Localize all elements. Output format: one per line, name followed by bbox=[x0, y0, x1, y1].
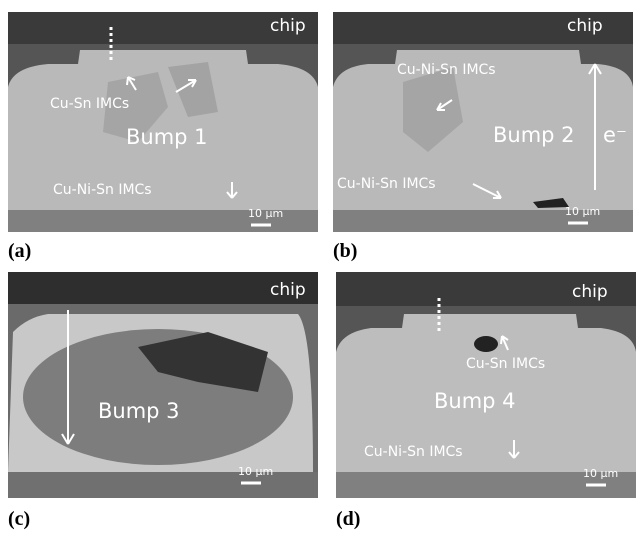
bump-label: Bump 2 bbox=[493, 123, 575, 147]
annotation: Cu-Ni-Sn IMCs bbox=[53, 182, 152, 198]
panel-label: (c) bbox=[8, 508, 30, 531]
chip-label: chip bbox=[270, 280, 306, 300]
chip-label: chip bbox=[567, 16, 603, 36]
panel-a: chip Bump 1 Cu-Sn IMCs Cu-Ni-Sn IMCs 10 … bbox=[8, 12, 318, 232]
bump-label: Bump 1 bbox=[126, 125, 208, 149]
panel-label: (b) bbox=[333, 240, 357, 263]
chip-label: chip bbox=[572, 282, 608, 302]
scale-label: 10 μm bbox=[583, 467, 618, 480]
bump-label: Bump 3 bbox=[98, 399, 180, 423]
annotation: Cu-Ni-Sn IMCs bbox=[337, 176, 436, 192]
annotation: Cu-Sn IMCs bbox=[50, 96, 129, 112]
scale-label: 10 μm bbox=[248, 207, 283, 220]
annotation: Cu-Sn IMCs bbox=[466, 356, 545, 372]
figure: chip Bump 1 Cu-Sn IMCs Cu-Ni-Sn IMCs 10 … bbox=[0, 0, 641, 538]
panel-d: chip Bump 4 Cu-Sn IMCs Cu-Ni-Sn IMCs 10 … bbox=[336, 272, 636, 498]
panel-b: chip Bump 2 Cu-Ni-Sn IMCs Cu-Ni-Sn IMCs … bbox=[333, 12, 633, 232]
scale-label: 10 μm bbox=[565, 205, 600, 218]
annotation: Cu-Ni-Sn IMCs bbox=[397, 62, 496, 78]
annotation: Cu-Ni-Sn IMCs bbox=[364, 444, 463, 460]
panel-label: (d) bbox=[336, 508, 360, 531]
chip-label: chip bbox=[270, 16, 306, 36]
panel-label: (a) bbox=[8, 240, 31, 263]
bump-label: Bump 4 bbox=[434, 389, 516, 413]
electron-label: e⁻ bbox=[603, 123, 627, 147]
panel-c: chip Bump 3 10 μm bbox=[8, 272, 318, 498]
scale-label: 10 μm bbox=[238, 465, 273, 478]
